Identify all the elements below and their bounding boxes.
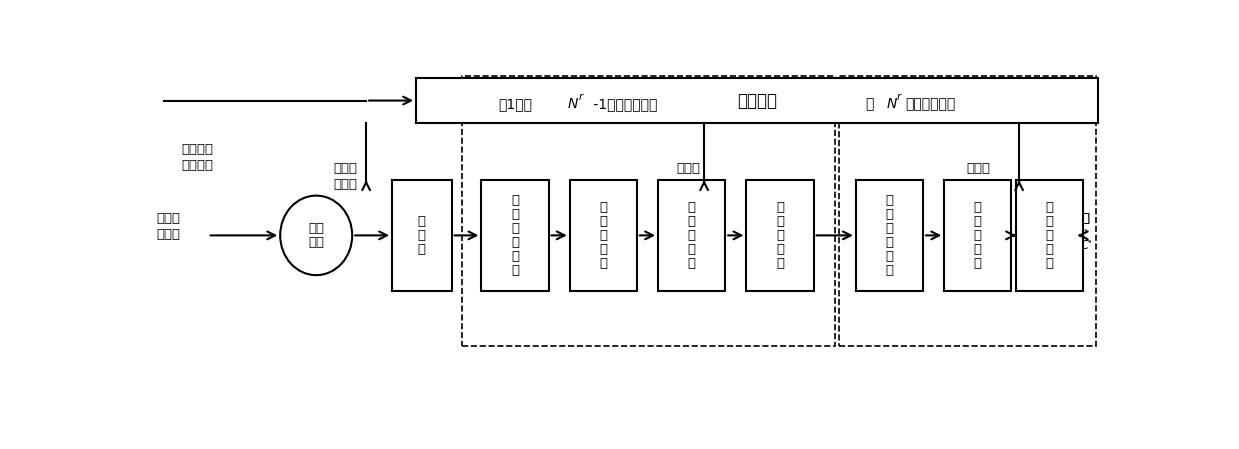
Text: N: N [887, 97, 897, 111]
Text: 互
补
字
节
替
换: 互 补 字 节 替 换 [886, 194, 893, 277]
Text: 密钥扩展: 密钥扩展 [737, 92, 777, 110]
Ellipse shape [280, 196, 352, 275]
Text: 密钥输
入端口: 密钥输 入端口 [676, 162, 701, 191]
Text: 按位
取反: 按位 取反 [309, 222, 325, 249]
Bar [746, 180, 814, 291]
Text: 密文
C': 密文 C' [1074, 212, 1090, 241]
Text: 明文输
入端口: 明文输 入端口 [157, 212, 181, 241]
Bar [856, 180, 923, 291]
Text: 第1至第: 第1至第 [498, 97, 533, 111]
Bar [839, 76, 1097, 346]
Text: 密文: 密文 [1074, 212, 1090, 241]
Text: 互
补
列
混
合: 互 补 列 混 合 [688, 201, 695, 270]
Bar [481, 180, 549, 291]
Text: 密
钥
加: 密 钥 加 [418, 215, 426, 256]
Bar [416, 78, 1098, 123]
Text: 轮互补轮变换: 轮互补轮变换 [906, 97, 957, 111]
Text: 互
补
字
节
替
换: 互 补 字 节 替 换 [510, 194, 519, 277]
Text: C': C' [1079, 239, 1093, 252]
Bar [658, 180, 725, 291]
Text: r: r [579, 92, 582, 102]
Text: 密
互
补
钥
加: 密 互 补 钥 加 [1046, 201, 1054, 270]
Bar [462, 76, 835, 346]
Text: 密钥输
入端口: 密钥输 入端口 [333, 162, 357, 191]
Bar [570, 180, 637, 291]
Text: r: r [896, 92, 901, 102]
Text: 互
补
密
钥
加: 互 补 密 钥 加 [776, 201, 784, 270]
Bar [944, 180, 1011, 291]
Text: -1轮互补轮变换: -1轮互补轮变换 [589, 97, 657, 111]
Bar [1016, 180, 1083, 291]
Text: 密钥输
入端口: 密钥输 入端口 [966, 162, 991, 191]
Bar [392, 180, 451, 291]
Text: 第: 第 [866, 97, 873, 111]
Text: N: N [567, 97, 579, 111]
Text: 互
补
行
移
位: 互 补 行 移 位 [974, 201, 981, 270]
Text: 初始密钥
输入端口: 初始密钥 输入端口 [182, 143, 214, 172]
Text: 互
补
行
移
位: 互 补 行 移 位 [600, 201, 607, 270]
